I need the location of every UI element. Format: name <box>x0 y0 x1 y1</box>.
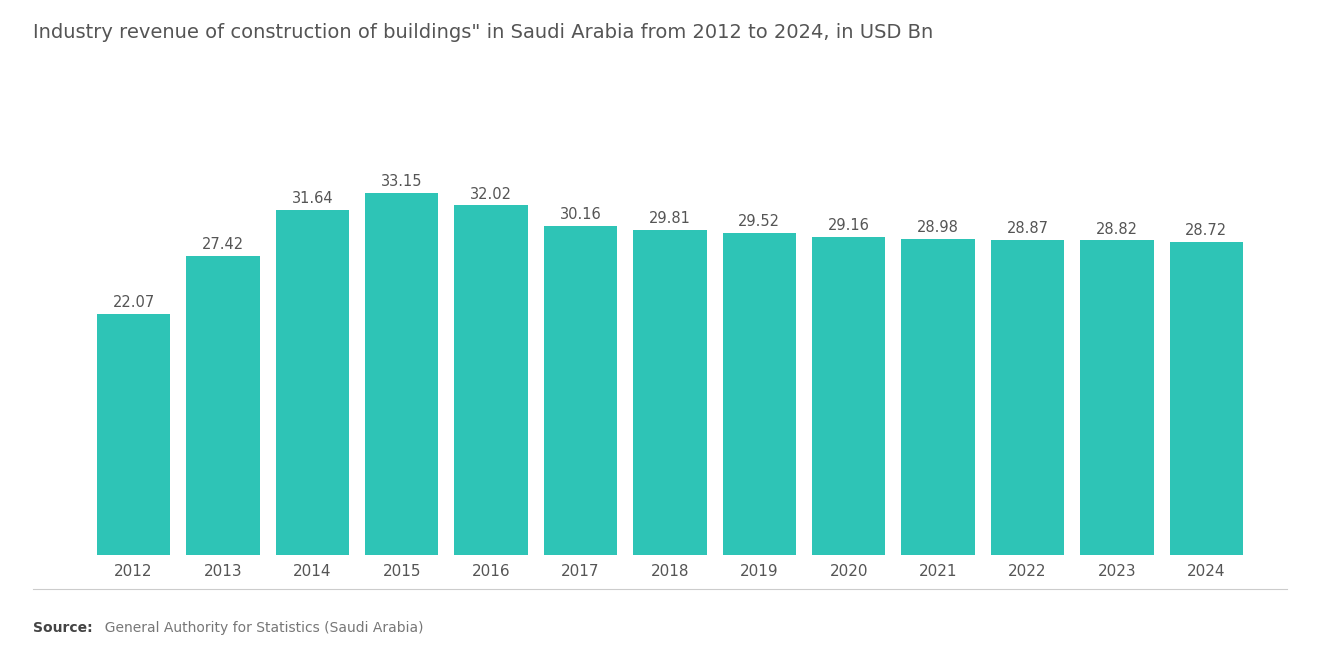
Text: 33.15: 33.15 <box>381 174 422 190</box>
Bar <box>96 314 170 555</box>
Text: General Authority for Statistics (Saudi Arabia): General Authority for Statistics (Saudi … <box>96 621 424 636</box>
Bar <box>186 256 260 555</box>
Text: Industry revenue of construction of buildings" in Saudi Arabia from 2012 to 2024: Industry revenue of construction of buil… <box>33 23 933 43</box>
Text: 27.42: 27.42 <box>202 237 244 252</box>
Text: 29.52: 29.52 <box>738 214 780 229</box>
Text: 28.87: 28.87 <box>1006 221 1048 236</box>
Text: Source:: Source: <box>33 621 92 636</box>
Bar <box>991 240 1064 555</box>
Bar <box>366 193 438 555</box>
Bar <box>1170 241 1243 555</box>
Text: 29.81: 29.81 <box>649 211 690 226</box>
Text: 28.98: 28.98 <box>917 220 960 235</box>
Text: 29.16: 29.16 <box>828 218 870 233</box>
Bar <box>544 226 618 555</box>
Bar <box>812 237 886 555</box>
Text: 30.16: 30.16 <box>560 207 602 222</box>
Bar <box>454 205 528 555</box>
Bar <box>1080 241 1154 555</box>
Text: 31.64: 31.64 <box>292 191 333 205</box>
Text: 28.82: 28.82 <box>1096 221 1138 237</box>
Text: 22.07: 22.07 <box>112 295 154 311</box>
Bar <box>276 209 348 555</box>
Text: 28.72: 28.72 <box>1185 223 1228 237</box>
Bar <box>634 229 706 555</box>
Bar <box>902 239 974 555</box>
Text: 32.02: 32.02 <box>470 187 512 201</box>
Bar <box>722 233 796 555</box>
